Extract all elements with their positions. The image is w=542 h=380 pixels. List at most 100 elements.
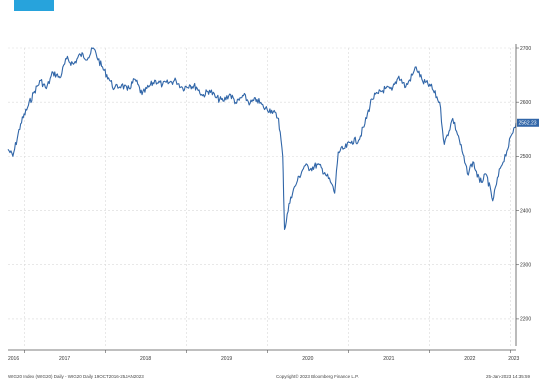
y-tick-label: 2600 (520, 100, 531, 106)
data-point (282, 156, 283, 157)
data-point (344, 148, 345, 149)
data-point (176, 80, 177, 81)
data-point (513, 128, 514, 129)
data-point (101, 66, 102, 67)
data-point (507, 151, 508, 152)
data-point (473, 161, 474, 162)
data-point (334, 193, 335, 194)
data-point (60, 77, 61, 78)
data-point (311, 168, 312, 169)
x-tick-label: 2020 (302, 356, 313, 362)
data-point (108, 77, 109, 78)
x-tick-label: 2018 (140, 356, 151, 362)
data-point (8, 149, 9, 150)
data-point (243, 95, 244, 96)
data-point (20, 123, 21, 124)
data-point (73, 64, 74, 65)
data-point (317, 164, 318, 165)
data-point (46, 88, 47, 89)
data-point (34, 91, 35, 92)
x-tick-label: 2022 (464, 356, 475, 362)
data-point (209, 90, 210, 91)
data-point (66, 58, 67, 59)
data-point (88, 57, 89, 58)
last-value-badge: 2562.23 (517, 118, 539, 127)
data-point (142, 94, 143, 95)
data-point (422, 81, 423, 82)
data-point (412, 75, 413, 76)
x-axis: 2016 2017 2018 2019 2020 2021 2022 2023 (8, 349, 520, 362)
y-tick-label: 2400 (520, 208, 531, 214)
data-point (378, 93, 379, 94)
x-tick-label: 2019 (221, 356, 232, 362)
data-point (80, 54, 81, 55)
series-points (8, 48, 517, 230)
data-point (189, 84, 190, 85)
data-point (304, 166, 305, 167)
data-point (216, 97, 217, 98)
data-point (53, 72, 54, 73)
data-point (297, 180, 298, 181)
data-point (479, 182, 480, 183)
data-point (371, 99, 372, 100)
data-point (331, 183, 332, 184)
data-point (444, 144, 445, 145)
data-point (392, 90, 393, 91)
data-point (324, 172, 325, 173)
data-point (169, 82, 170, 83)
data-point (135, 79, 136, 80)
last-value-badge-bg (517, 118, 539, 127)
x-tick-label: 2017 (59, 356, 70, 362)
data-point (250, 103, 251, 104)
data-point (452, 118, 453, 119)
data-point (430, 86, 431, 87)
data-point (364, 123, 365, 124)
footer-copyright: Copyright© 2023 Bloomberg Finance L.P. (276, 373, 359, 379)
data-point (385, 88, 386, 89)
data-point (236, 103, 237, 104)
data-point (492, 200, 493, 201)
data-point (278, 118, 279, 119)
data-point (338, 152, 339, 153)
footer-timestamp: 25-Jan-2023 14:35:59 (486, 374, 531, 379)
data-point (114, 88, 115, 89)
data-point (467, 173, 468, 174)
data-point (398, 76, 399, 77)
x-tick-label: 2023 (508, 356, 519, 362)
data-point (196, 87, 197, 88)
data-point (121, 84, 122, 85)
data-point (202, 95, 203, 96)
x-tick-label: 2021 (383, 356, 394, 362)
data-point (12, 156, 13, 157)
data-point (223, 101, 224, 102)
footer-left-text: WIG20 Index (WIG20) Daily - WIG20 Daily … (8, 374, 144, 379)
data-point (127, 90, 128, 91)
data-point (148, 87, 149, 88)
data-point (263, 107, 264, 108)
chart-grid (8, 47, 516, 320)
data-point (182, 88, 183, 89)
data-point (162, 84, 163, 85)
last-value-label: 2562.23 (519, 121, 537, 127)
y-tick-label: 2300 (520, 263, 531, 269)
x-year-boundaries (24, 48, 511, 346)
data-point (351, 141, 352, 142)
data-point (358, 140, 359, 141)
data-point (439, 102, 440, 103)
top-accent-strip (14, 0, 54, 11)
data-point (40, 80, 41, 81)
x-tick-label: 2016 (8, 356, 19, 362)
data-point (257, 99, 258, 100)
y-tick-label: 2500 (520, 154, 531, 160)
series-line (7, 47, 517, 231)
data-point (271, 110, 272, 111)
data-point (290, 197, 291, 198)
data-point (416, 67, 417, 68)
data-point (405, 87, 406, 88)
data-point (93, 48, 94, 49)
data-point (155, 80, 156, 81)
y-tick-label: 2200 (520, 317, 531, 323)
data-point (459, 140, 460, 141)
y-axis: 2200 2300 2400 2500 2600 2700 (515, 44, 531, 346)
